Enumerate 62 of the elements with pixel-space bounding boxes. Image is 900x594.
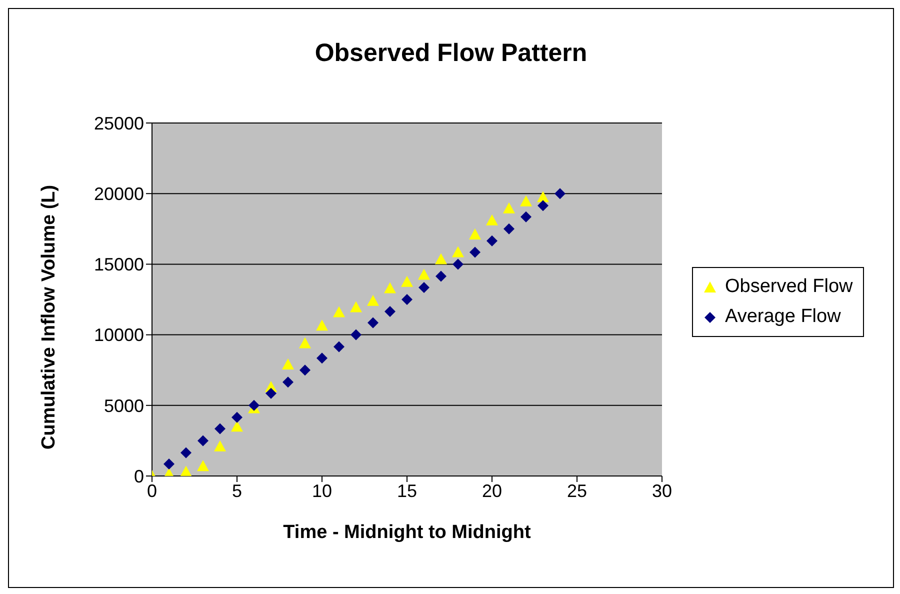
x-tick-label: 5 xyxy=(232,480,242,501)
point xyxy=(368,317,378,328)
point xyxy=(486,214,498,226)
point xyxy=(384,306,396,317)
x-tick-label: 30 xyxy=(652,480,672,501)
x-tick-label: 10 xyxy=(312,480,332,501)
x-axis-title: Time - Midnight to Midnight xyxy=(283,522,532,543)
legend-label: Observed Flow xyxy=(725,275,853,299)
point xyxy=(232,412,242,423)
y-tick-label: 25000 xyxy=(94,113,144,134)
point xyxy=(198,435,208,446)
point xyxy=(334,341,344,352)
point xyxy=(282,358,294,370)
point xyxy=(197,460,209,472)
point xyxy=(214,440,226,452)
point xyxy=(316,320,328,331)
point xyxy=(214,423,226,434)
point xyxy=(299,337,311,348)
point xyxy=(402,294,412,305)
chart-title: Observed Flow Pattern xyxy=(314,39,588,68)
point xyxy=(436,270,446,282)
point xyxy=(503,202,515,214)
point xyxy=(452,246,464,258)
point xyxy=(367,294,379,306)
legend-label: Average Flow xyxy=(725,305,841,329)
point xyxy=(554,188,566,200)
point xyxy=(470,246,480,258)
point xyxy=(316,352,328,364)
y-tick-label: 10000 xyxy=(94,325,144,346)
point xyxy=(333,306,345,318)
point xyxy=(418,268,430,280)
point xyxy=(180,466,192,476)
point xyxy=(435,253,447,264)
point xyxy=(384,282,396,294)
x-tick-label: 25 xyxy=(566,480,588,501)
point xyxy=(266,388,276,399)
y-tick-label: 15000 xyxy=(94,254,144,275)
point xyxy=(350,329,362,340)
y-tick-label: 20000 xyxy=(94,184,144,204)
point xyxy=(537,191,549,202)
y-axis-title: Cumulative Inflow Volume (L) xyxy=(38,184,60,450)
point xyxy=(248,400,260,411)
y-tick-label: 0 xyxy=(134,466,144,486)
point xyxy=(486,235,498,246)
point xyxy=(180,447,192,458)
x-tick-label: 20 xyxy=(482,480,502,501)
point xyxy=(282,376,294,388)
point xyxy=(231,420,243,432)
point xyxy=(300,364,310,376)
x-tick-label: 0 xyxy=(146,480,158,501)
y-tick-label: 5000 xyxy=(104,396,144,416)
point xyxy=(350,301,362,312)
point xyxy=(164,458,174,470)
point xyxy=(452,258,464,270)
point xyxy=(504,223,514,234)
point xyxy=(418,282,430,293)
point xyxy=(401,276,413,287)
point xyxy=(538,200,548,212)
point xyxy=(520,211,532,222)
point xyxy=(469,228,481,240)
x-tick-label: 15 xyxy=(396,480,418,501)
point xyxy=(520,195,532,206)
